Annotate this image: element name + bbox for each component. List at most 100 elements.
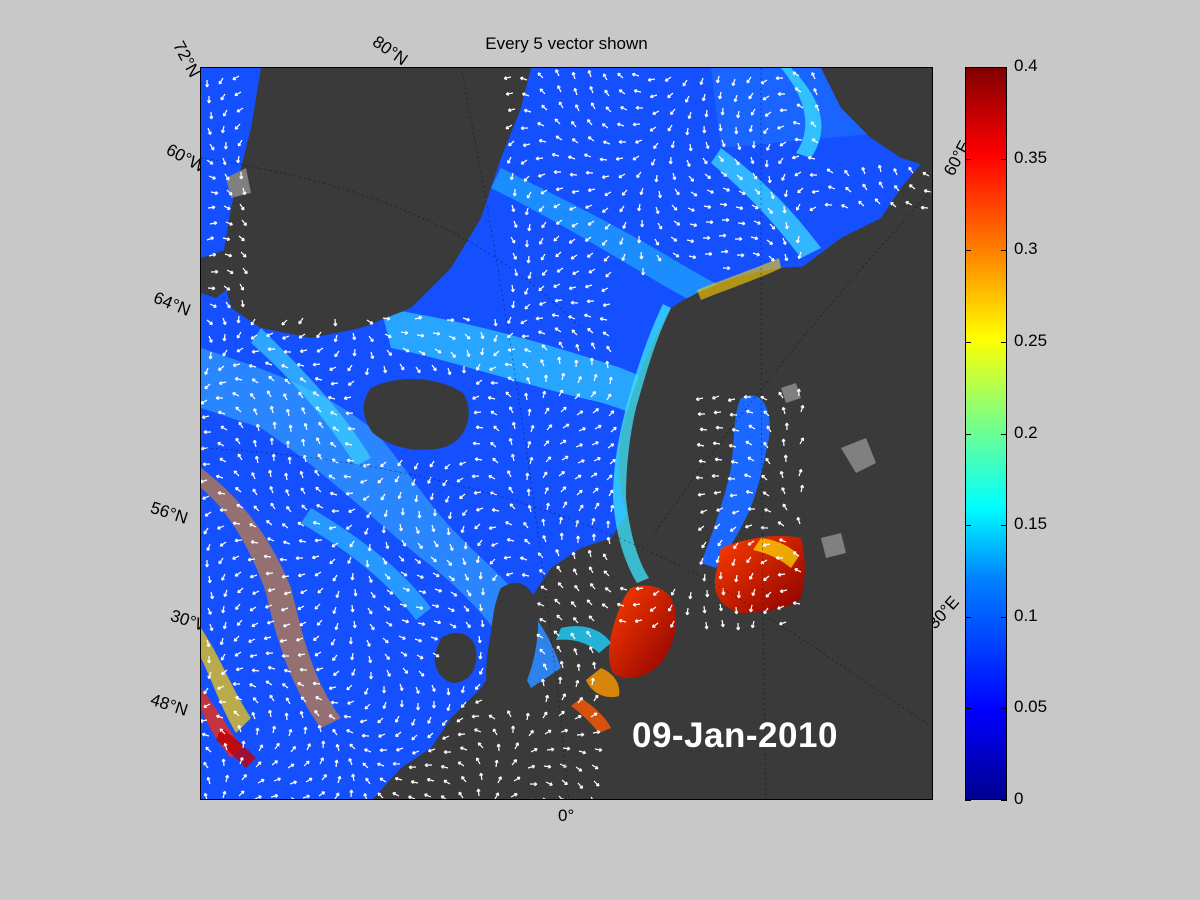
current-vector-arrow <box>507 347 516 352</box>
current-vector-arrow <box>618 89 626 95</box>
current-vector-arrow <box>347 380 355 386</box>
current-vector-arrow <box>201 479 208 484</box>
current-vector-arrow <box>223 205 231 210</box>
current-vector-arrow <box>604 223 611 230</box>
current-vector-arrow <box>446 687 451 696</box>
current-vector-arrow <box>718 123 723 132</box>
current-vector-arrow <box>218 557 224 565</box>
current-vector-arrow <box>593 457 601 462</box>
current-vector-arrow <box>764 111 772 117</box>
current-vector-arrow <box>571 551 576 560</box>
current-vector-arrow <box>431 700 437 709</box>
current-vector-arrow <box>513 220 518 228</box>
current-vector-arrow <box>715 555 720 564</box>
current-vector-arrow <box>601 207 609 213</box>
current-vector-arrow <box>555 187 564 192</box>
current-vector-arrow <box>542 471 548 479</box>
current-vector-arrow <box>314 469 320 477</box>
current-vector-arrow <box>416 654 424 660</box>
current-vector-arrow <box>729 412 738 417</box>
current-vector-arrow <box>351 773 356 782</box>
colorbar-tick <box>1001 250 1007 252</box>
current-vector-arrow <box>537 72 544 79</box>
current-vector-arrow <box>705 220 714 225</box>
current-vector-arrow <box>206 319 213 326</box>
current-vector-arrow <box>737 142 742 151</box>
current-vector-arrow <box>573 568 578 576</box>
current-vector-arrow <box>588 615 595 622</box>
current-vector-arrow <box>255 761 262 768</box>
current-vector-arrow <box>475 757 481 765</box>
current-vector-arrow <box>777 521 785 527</box>
current-vector-arrow <box>402 667 409 674</box>
colorbar-tick <box>965 616 971 618</box>
current-vector-arrow <box>573 617 579 624</box>
current-vector-arrow <box>715 425 724 430</box>
current-vector-arrow <box>546 424 553 431</box>
current-vector-arrow <box>215 474 224 479</box>
current-vector-arrow <box>328 474 336 480</box>
current-vector-arrow <box>297 521 305 527</box>
current-vector-arrow <box>302 794 311 799</box>
current-vector-arrow <box>728 443 737 448</box>
current-vector-arrow <box>619 237 624 245</box>
current-vector-arrow <box>480 347 485 356</box>
current-vector-arrow <box>553 235 560 242</box>
current-vector-arrow <box>385 621 393 627</box>
current-vector-arrow <box>263 554 272 559</box>
current-vector-arrow <box>731 427 740 432</box>
current-vector-arrow <box>267 537 275 542</box>
current-vector-arrow <box>241 773 247 781</box>
current-vector-arrow <box>796 103 804 109</box>
current-vector-arrow <box>344 442 353 447</box>
current-vector-arrow <box>608 489 614 497</box>
current-vector-arrow <box>601 603 609 609</box>
current-vector-arrow <box>491 542 499 547</box>
current-vector-arrow <box>591 342 596 350</box>
current-vector-arrow <box>219 637 224 646</box>
current-vector-arrow <box>450 591 458 597</box>
current-vector-arrow <box>537 552 544 559</box>
current-vector-arrow <box>300 487 306 495</box>
current-vector-arrow <box>667 604 673 612</box>
current-vector-arrow <box>509 172 514 181</box>
current-vector-arrow <box>667 124 673 132</box>
current-vector-arrow <box>457 761 465 767</box>
current-vector-arrow <box>751 588 756 597</box>
current-vector-arrow <box>274 742 280 750</box>
current-vector-arrow <box>332 426 340 432</box>
current-vector-arrow <box>567 155 576 160</box>
current-vector-arrow <box>429 460 435 468</box>
current-vector-arrow <box>208 252 217 257</box>
current-vector-arrow <box>431 524 436 533</box>
current-vector-arrow <box>861 166 866 175</box>
current-vector-arrow <box>400 571 408 577</box>
current-vector-arrow <box>363 793 368 799</box>
current-vector-arrow <box>332 654 338 662</box>
current-vector-arrow <box>222 109 228 117</box>
current-vector-arrow <box>220 653 226 661</box>
current-vector-arrow <box>711 395 720 400</box>
current-vector-arrow <box>385 541 390 550</box>
current-vector-arrow <box>478 651 483 660</box>
current-vector-arrow <box>383 605 391 611</box>
current-vector-arrow <box>815 104 820 112</box>
current-vector-arrow <box>779 141 787 147</box>
current-vector-arrow <box>386 589 394 595</box>
map-panel <box>200 67 933 800</box>
current-vector-arrow <box>745 440 753 446</box>
current-vector-arrow <box>319 757 324 765</box>
current-vector-arrow <box>601 239 608 246</box>
current-vector-arrow <box>411 734 418 741</box>
current-vector-arrow <box>288 424 293 433</box>
current-vector-arrow <box>556 267 564 273</box>
current-vector-arrow <box>571 329 578 336</box>
current-vector-arrow <box>460 685 465 694</box>
current-vector-arrow <box>316 504 324 509</box>
current-vector-arrow <box>450 351 456 359</box>
current-vector-arrow <box>280 607 289 612</box>
current-vector-arrow <box>782 205 787 214</box>
current-vector-arrow <box>377 792 384 799</box>
current-vector-arrow <box>511 759 518 766</box>
current-vector-arrow <box>418 590 427 595</box>
